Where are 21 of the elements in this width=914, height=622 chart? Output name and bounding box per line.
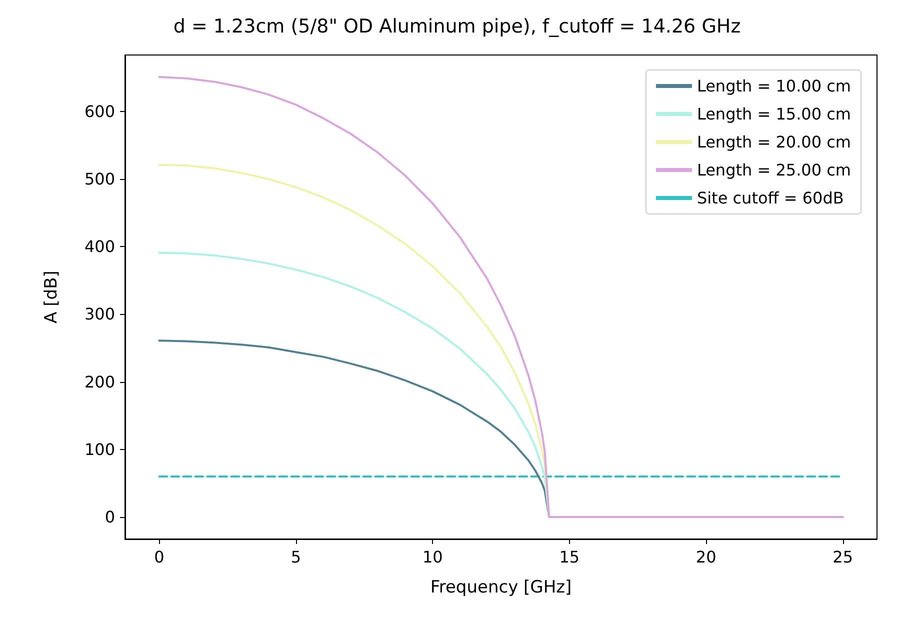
legend-label: Length = 10.00 cm <box>696 76 852 96</box>
y-tick-label: 600 <box>84 102 115 121</box>
y-tick-label: 0 <box>104 508 115 527</box>
y-tick-label: 300 <box>84 304 115 324</box>
x-tick-label: 5 <box>290 548 302 566</box>
legend-label: Length = 15.00 cm <box>696 104 852 124</box>
x-tick-label: 25 <box>832 548 853 566</box>
y-tick-label: 200 <box>84 372 115 392</box>
x-tick-label: 10 <box>422 548 443 566</box>
legend-label: Length = 20.00 cm <box>696 132 852 152</box>
chart-title: d = 1.23cm (5/8" OD Aluminum pipe), f_cutoff = 14.26 GHz <box>173 16 741 38</box>
legend-label: Site cutoff = 60dB <box>696 188 844 208</box>
x-tick-label: 0 <box>154 548 164 566</box>
y-tick-label: 500 <box>84 170 115 189</box>
x-tick-label: 20 <box>696 548 716 566</box>
y-axis-title: A [dB] <box>42 270 62 324</box>
y-tick-label: 100 <box>84 440 115 459</box>
legend-label: Length = 25.00 cm <box>696 160 852 180</box>
x-axis-title: Frequency [GHz] <box>430 578 572 598</box>
x-tick-label: 15 <box>559 548 580 566</box>
y-tick-label: 400 <box>84 237 115 256</box>
